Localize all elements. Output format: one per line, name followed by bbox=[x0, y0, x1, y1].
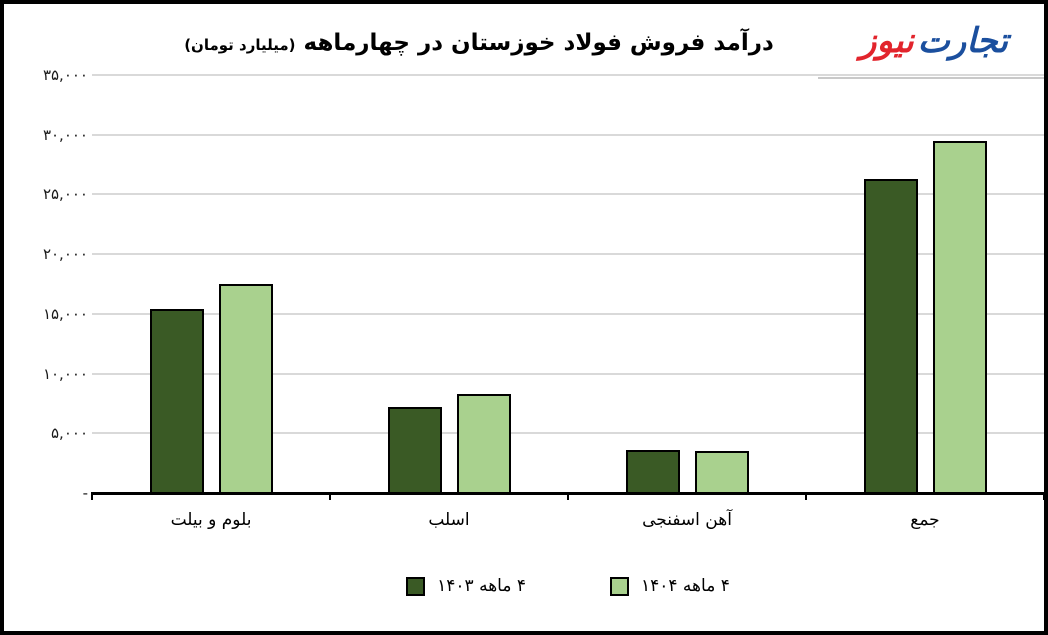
x-axis-tick bbox=[329, 492, 331, 500]
gridline-10000 bbox=[92, 372, 1044, 375]
legend-label: ۴ ماهه ۱۴۰۳ bbox=[437, 576, 526, 596]
gridline-35000 bbox=[92, 74, 1044, 76]
y-axis-tick-label: ۱۰,۰۰۰ bbox=[42, 364, 88, 383]
bar-series2-2 bbox=[456, 393, 511, 494]
bar-series1-3 bbox=[625, 450, 680, 494]
logo-underline bbox=[818, 77, 1044, 79]
brand-word-tejarat: تجارت bbox=[917, 21, 1009, 61]
bar-series2-4 bbox=[932, 140, 987, 494]
y-axis-tick-label: ۲۰,۰۰۰ bbox=[42, 245, 88, 264]
x-axis-tick bbox=[1043, 492, 1045, 500]
y-axis-tick-label: ۲۵,۰۰۰ bbox=[42, 185, 88, 204]
y-axis-tick-label: ۵,۰۰۰ bbox=[51, 424, 88, 443]
bar-series1-4 bbox=[863, 178, 918, 494]
chart-title: درآمد فروش فولاد خوزستان در چهارماهه (می… bbox=[60, 30, 898, 56]
gridline-25000 bbox=[92, 193, 1044, 196]
gridline-15000 bbox=[92, 312, 1044, 315]
bar-series2-3 bbox=[694, 451, 749, 494]
gridline-30000 bbox=[92, 133, 1044, 136]
brand-logo: تجارت نیوز bbox=[834, 10, 1034, 72]
gridline-20000 bbox=[92, 253, 1044, 256]
legend-marker-icon bbox=[406, 576, 426, 596]
x-axis-tick bbox=[805, 492, 807, 500]
x-category-label: اسلب bbox=[428, 510, 470, 530]
x-category-label: بلوم و بیلت bbox=[170, 510, 252, 530]
y-axis-tick-label: ۱۵,۰۰۰ bbox=[42, 304, 88, 323]
y-axis-tick-label: - bbox=[82, 484, 88, 502]
legend-marker-icon bbox=[610, 576, 629, 596]
x-category-label: جمع bbox=[910, 510, 940, 530]
legend-item-2: ۴ ماهه ۱۴۰۴ bbox=[610, 576, 730, 596]
legend-item-1: ۴ ماهه ۱۴۰۳ bbox=[406, 576, 526, 596]
x-category-label: آهن اسفنجی bbox=[642, 510, 732, 530]
brand-word-news: نیوز bbox=[860, 21, 915, 61]
y-axis-tick-label: ۳۵,۰۰۰ bbox=[42, 66, 88, 84]
bar-series2-1 bbox=[218, 284, 273, 494]
bar-series1-1 bbox=[149, 309, 204, 494]
chart-title-unit: (میلیارد تومان) bbox=[184, 36, 296, 54]
y-axis-tick-label: ۳۰,۰۰۰ bbox=[42, 125, 88, 144]
legend: ۴ ماهه ۱۴۰۳ ۴ ماهه ۱۴۰۴ bbox=[92, 576, 1044, 596]
x-axis-tick bbox=[91, 492, 93, 500]
chart-title-text: درآمد فروش فولاد خوزستان در چهارماهه bbox=[303, 30, 774, 56]
bar-series1-2 bbox=[387, 407, 442, 494]
gridline-5000 bbox=[92, 432, 1044, 435]
x-axis-tick bbox=[567, 492, 569, 500]
legend-label: ۴ ماهه ۱۴۰۴ bbox=[641, 576, 730, 596]
